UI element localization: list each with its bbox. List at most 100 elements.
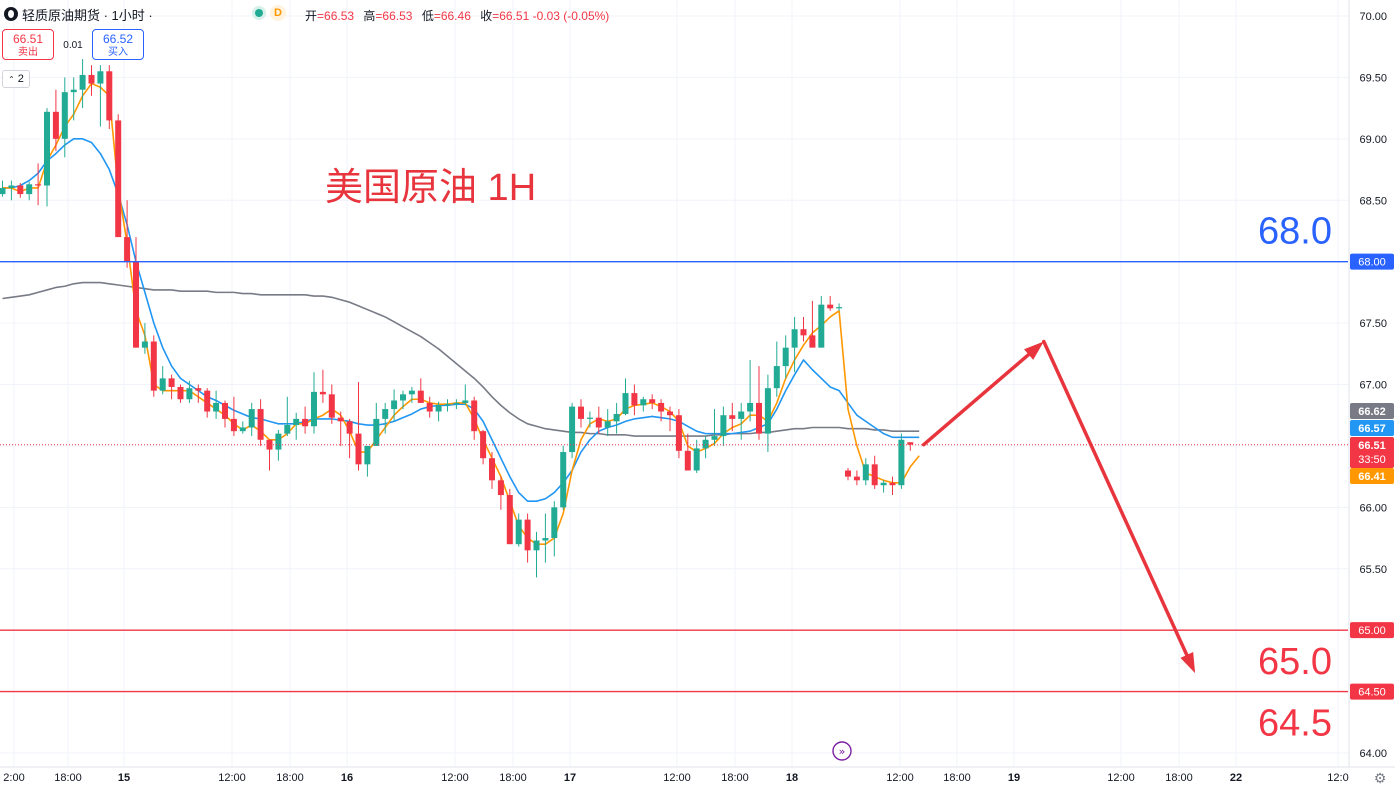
candle-body	[106, 71, 113, 121]
x-tick-label: 18:00	[943, 772, 971, 784]
candle-body	[667, 411, 673, 416]
candle-body	[17, 185, 24, 195]
price-tag-label: 66.51	[1358, 440, 1386, 452]
candle-body	[542, 538, 549, 541]
candle-body	[729, 415, 736, 419]
low-key: 低	[421, 9, 434, 23]
down-arrow-shaft	[1042, 339, 1189, 657]
candle-body	[471, 400, 478, 432]
candle-body	[293, 418, 300, 426]
candle-body	[266, 439, 273, 450]
candle-body	[684, 450, 691, 471]
candle-body	[862, 464, 869, 481]
candle-body	[52, 111, 59, 139]
level-axis-label: 65.00	[1358, 625, 1386, 637]
scroll-to-realtime-icon	[832, 741, 852, 761]
symbol-title[interactable]: 轻质原油期货 · 1小时 ·	[22, 7, 153, 23]
candle-body	[711, 436, 718, 440]
candle-body	[230, 418, 237, 432]
candle-body	[720, 415, 727, 437]
x-tick-label: 12:00	[663, 772, 691, 784]
buy-label: 买入	[108, 47, 128, 58]
down-arrow-head	[1180, 652, 1196, 674]
open-value: =66.53	[317, 9, 355, 23]
candle-body	[845, 470, 851, 477]
candle-body	[239, 427, 246, 432]
level-axis-label: 64.50	[1358, 687, 1386, 699]
candle-body	[622, 393, 629, 414]
candle-body	[613, 413, 620, 422]
buy-button[interactable]: 66.52 买入	[92, 29, 144, 60]
candle-body	[133, 261, 139, 348]
candle-body	[70, 89, 77, 93]
candle-body	[747, 402, 754, 412]
x-tick-label: 15	[118, 772, 130, 784]
candle-body	[898, 439, 905, 486]
spread-value: 0.01	[63, 40, 83, 51]
candle-body	[168, 378, 175, 387]
candle-body	[88, 74, 95, 84]
indicators-count: 2	[17, 73, 24, 85]
candle-body	[44, 111, 50, 186]
y-tick-label: 70.00	[1359, 11, 1387, 23]
candle-body	[560, 452, 567, 508]
candle-body	[693, 448, 700, 471]
y-tick-label: 67.50	[1359, 318, 1387, 330]
candle-body	[595, 417, 602, 428]
level-axis-tag	[1350, 683, 1394, 700]
buy-price: 66.52	[102, 32, 134, 46]
level-label: 68.0	[1258, 211, 1332, 253]
y-tick-label: 69.00	[1359, 134, 1387, 146]
close-key: 收	[480, 9, 493, 23]
y-tick-label: 69.50	[1359, 72, 1387, 84]
candle-body	[328, 394, 335, 418]
candle-body	[444, 404, 451, 406]
price-tag-label: 66.41	[1358, 471, 1386, 483]
symbol-header[interactable]: 轻质原油期货 · 1小时 ·	[4, 5, 153, 23]
candle-body	[515, 519, 522, 545]
candle-body	[115, 120, 122, 238]
candle-body	[435, 405, 442, 412]
candle-body	[364, 445, 371, 465]
x-tick-label: 18:00	[276, 772, 304, 784]
indicators-toggle-button[interactable]: ⌃ 2	[2, 70, 30, 88]
candle-body	[124, 237, 131, 262]
candle-body	[337, 417, 344, 422]
low-value: =66.46	[433, 9, 471, 23]
candle-body	[871, 464, 878, 486]
price-tag-label: 66.57	[1358, 423, 1386, 435]
x-tick-label: 22	[1230, 772, 1242, 784]
gear-icon[interactable]: ⚙	[1373, 770, 1387, 786]
candle-body	[506, 495, 513, 545]
candle-body	[275, 433, 282, 450]
candle-body	[880, 482, 887, 486]
countdown-label: 33:50	[1358, 454, 1386, 466]
candle-body	[773, 366, 780, 389]
candle-body	[186, 388, 193, 400]
price-tag	[1350, 437, 1394, 468]
up-arrow-head	[1024, 341, 1044, 360]
open-key: 开	[305, 9, 318, 23]
candle-body	[408, 390, 415, 395]
candle-body	[213, 402, 220, 412]
x-tick-label: 12:0	[1327, 772, 1348, 784]
candle-body	[764, 388, 771, 434]
candle-body	[400, 394, 406, 401]
x-tick-label: 12:00	[1107, 772, 1135, 784]
delayed-data-badge: D	[270, 5, 286, 21]
candle-body	[302, 418, 309, 427]
candle-body	[675, 415, 682, 451]
sell-button[interactable]: 66.51 卖出	[2, 29, 54, 60]
candle-body	[391, 400, 398, 410]
candle-body	[631, 393, 638, 406]
candle-body	[150, 341, 157, 391]
candle-body	[702, 439, 709, 449]
candle-body	[26, 184, 33, 195]
high-key: 高	[363, 9, 376, 23]
y-tick-label: 68.50	[1359, 195, 1387, 207]
candle-body	[311, 391, 317, 427]
candle-body	[204, 390, 211, 412]
candle-body	[426, 402, 433, 412]
x-tick-label: 2:00	[3, 772, 24, 784]
